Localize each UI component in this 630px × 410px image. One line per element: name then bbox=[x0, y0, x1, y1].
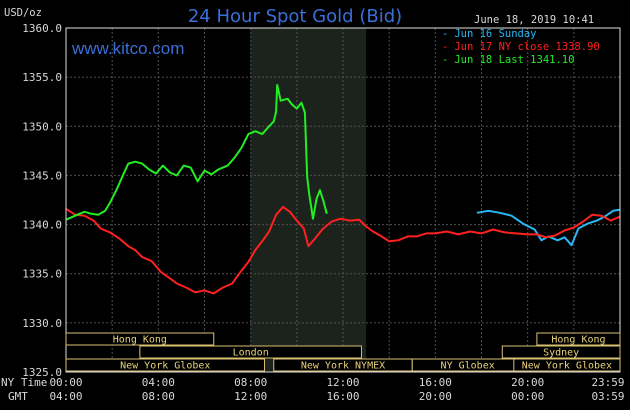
chart-title: 24 Hour Spot Gold (Bid) bbox=[188, 6, 402, 27]
session-box bbox=[501, 345, 621, 359]
session-label: New York Globex bbox=[120, 361, 210, 372]
gmt-label: GMT bbox=[8, 390, 28, 403]
timestamp: June 18, 2019 10:41 bbox=[474, 14, 594, 26]
session-label: Sydney bbox=[543, 348, 579, 359]
y-tick-label: 1355.0 bbox=[22, 71, 62, 84]
x-tick-gmt: 20:00 bbox=[419, 390, 452, 403]
y-axis: 1325.0 1330.0 1335.0 1340.0 1345.0 1350.0 1355… bbox=[22, 22, 62, 379]
session-label: London bbox=[233, 348, 269, 359]
x-tick-gmt: 16:00 bbox=[326, 390, 359, 403]
ny-time-label: NY Time bbox=[1, 376, 47, 389]
x-tick-ny: 00:00 bbox=[49, 376, 82, 389]
kitco-brand: www.kitco.com bbox=[71, 39, 184, 58]
x-tick-ny: 23:59 bbox=[591, 376, 624, 389]
session-label: Hong Kong bbox=[113, 335, 167, 346]
x-tick-gmt: 08:00 bbox=[142, 390, 175, 403]
y-tick-label: 1340.0 bbox=[22, 219, 62, 232]
x-tick-ny: 04:00 bbox=[142, 376, 175, 389]
session-box bbox=[65, 332, 215, 346]
y-tick-label: 1360.0 bbox=[22, 22, 62, 35]
market-sessions: Hong Kong London New York Globex New York N… bbox=[65, 332, 621, 372]
unit-label: USD/oz bbox=[4, 7, 42, 19]
legend-item-last: - Jun 18 Last 1341.10 bbox=[442, 54, 574, 66]
plot-frame bbox=[65, 27, 621, 373]
x-tick-ny: 20:00 bbox=[511, 376, 544, 389]
x-tick-gmt: 04:00 bbox=[49, 390, 82, 403]
legend: - Jun 16 Sunday - Jun 17 NY close 1338.90 … bbox=[442, 28, 600, 66]
price-lines bbox=[65, 84, 621, 295]
y-tick-label: 1325.0 bbox=[22, 366, 62, 379]
x-tick-ny: 12:00 bbox=[326, 376, 359, 389]
session-box bbox=[513, 358, 621, 372]
session-label: Hong Kong bbox=[551, 335, 605, 346]
x-tick-ny: 16:00 bbox=[419, 376, 452, 389]
series-line-1 bbox=[65, 205, 621, 295]
session-box bbox=[536, 332, 621, 346]
x-tick-gmt: 12:00 bbox=[234, 390, 267, 403]
y-tick-label: 1330.0 bbox=[22, 317, 62, 330]
x-axis: NY TimeGMT00:0004:0004:0008:0008:0012:00… bbox=[1, 376, 625, 403]
session-label: NY Globex bbox=[441, 361, 495, 372]
series-line-0 bbox=[476, 208, 620, 247]
session-box bbox=[65, 358, 266, 372]
series-line-2 bbox=[65, 84, 328, 221]
legend-item-sunday: - Jun 16 Sunday bbox=[442, 28, 537, 40]
session-box bbox=[139, 345, 362, 359]
shaded-session-band bbox=[250, 28, 367, 372]
legend-item-ny-close: - Jun 17 NY close 1338.90 bbox=[442, 41, 600, 53]
session-label: New York NYMEX bbox=[301, 361, 385, 372]
y-tick-label: 1345.0 bbox=[22, 169, 62, 182]
y-tick-label: 1335.0 bbox=[22, 268, 62, 281]
x-tick-gmt: 00:00 bbox=[511, 390, 544, 403]
x-tick-ny: 08:00 bbox=[234, 376, 267, 389]
x-tick-gmt: 03:59 bbox=[591, 390, 624, 403]
session-label: New York Globex bbox=[522, 361, 612, 372]
y-tick-label: 1350.0 bbox=[22, 120, 62, 133]
